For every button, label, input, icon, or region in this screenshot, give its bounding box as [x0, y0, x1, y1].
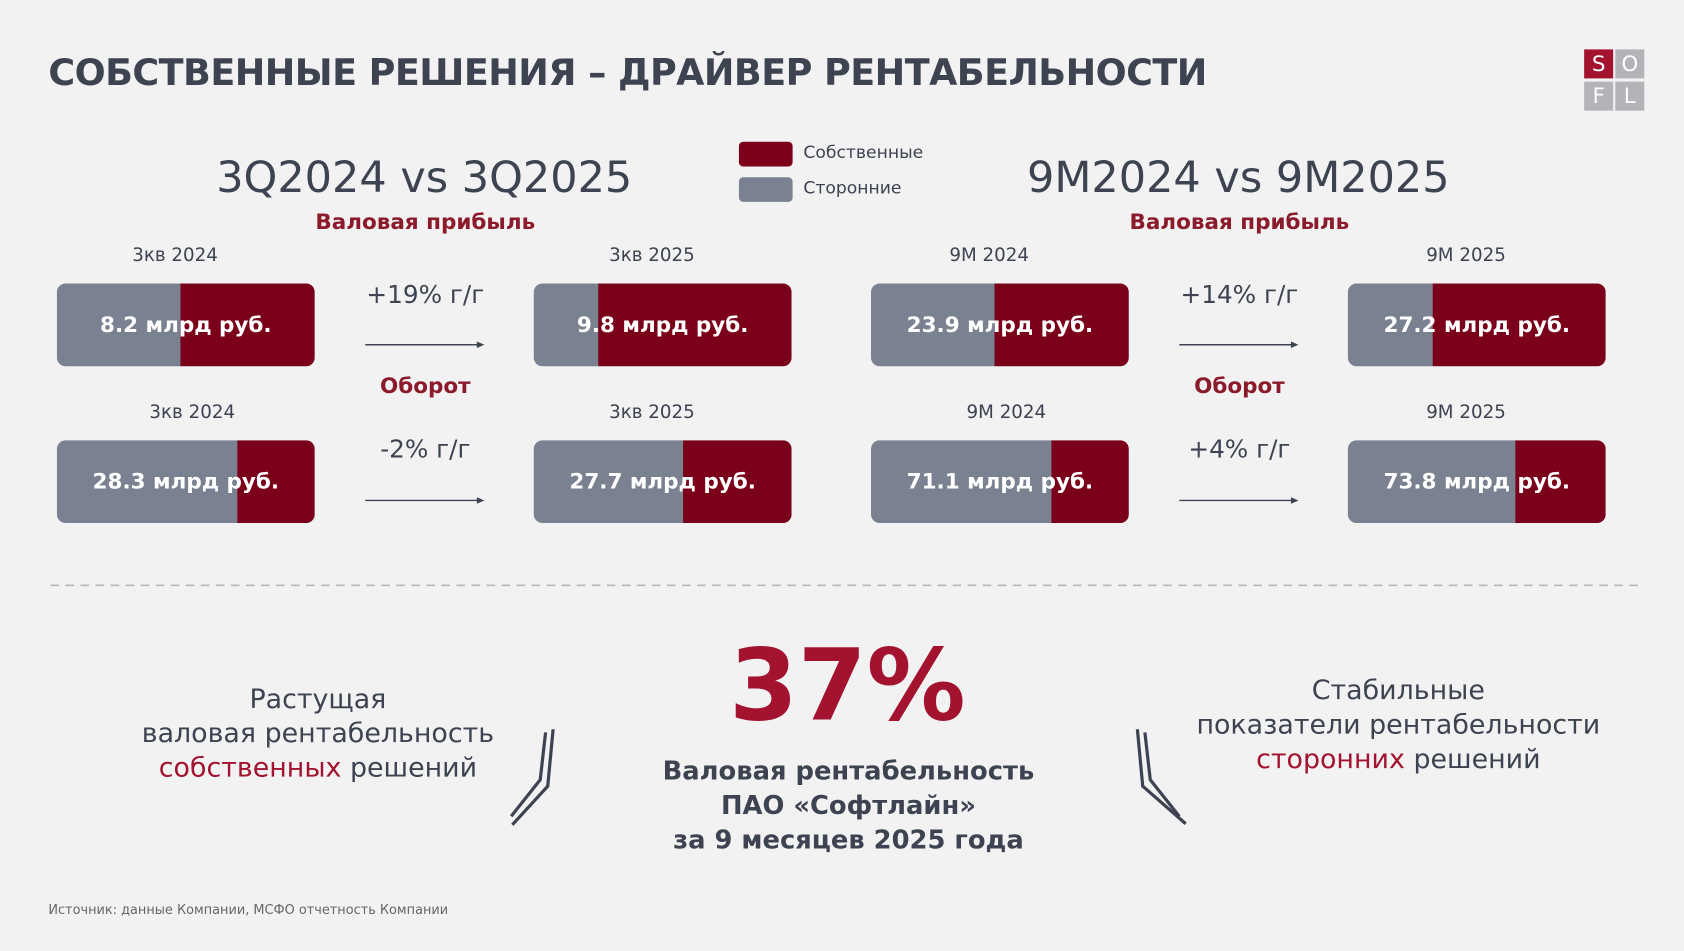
bar: 23.9 млрд руб.: [871, 283, 1129, 367]
bar-value: 9.8 млрд руб.: [576, 311, 749, 338]
own-share-segment: [1432, 283, 1606, 367]
arrow: [1179, 341, 1299, 348]
note-line: Стабильные: [1311, 674, 1485, 706]
caption-line: ПАО «Софтлайн»: [720, 790, 976, 821]
period-label: 9М 2024: [966, 401, 1047, 424]
metric-name: Валовая прибыль: [1129, 208, 1350, 235]
period-label: 9М 2024: [949, 244, 1029, 267]
own-share-segment: [237, 440, 315, 524]
period-label: 3кв 2024: [132, 244, 218, 267]
period-label: 9М 2025: [1426, 244, 1506, 267]
bar-value: 27.7 млрд руб.: [569, 468, 756, 495]
growth: +14% г/г: [1180, 281, 1299, 310]
legend-label: Сторонние: [803, 177, 902, 198]
own-share-segment: [598, 283, 792, 367]
bar-value: 23.9 млрд руб.: [906, 311, 1094, 338]
logo-letter: F: [1584, 81, 1614, 111]
growth: -2% г/г: [380, 436, 471, 464]
logo-letter: O: [1615, 49, 1645, 79]
right-note: Стабильные показатели рентабельности сто…: [1196, 673, 1600, 776]
own-share-segment: [1515, 440, 1606, 524]
note-line: Растущая: [249, 683, 387, 715]
arrow: [365, 341, 485, 348]
own-share-segment: [994, 283, 1129, 367]
note-line: валовая рентабельность: [141, 717, 495, 749]
note-accent: собственных: [158, 751, 342, 783]
metric-name: Оборот: [1194, 372, 1285, 399]
bar-value: 27.2 млрд руб.: [1383, 311, 1571, 338]
own-share-segment: [683, 440, 792, 524]
bar: 9.8 млрд руб.: [533, 283, 792, 367]
logo-letter: S: [1584, 49, 1614, 79]
own-share-segment: [1051, 440, 1129, 524]
bar: 8.2 млрд руб.: [56, 283, 315, 367]
note-line: решений: [349, 751, 478, 783]
panel-title: 3Q2024 vs 3Q2025: [216, 153, 633, 203]
metric-name: Оборот: [380, 372, 471, 399]
bar: 27.7 млрд руб.: [533, 440, 792, 524]
note-line: показатели рентабельности: [1196, 708, 1601, 740]
panel-title: 9M2024 vs 9M2025: [1027, 153, 1450, 203]
left-note: Растущая валовая рентабельность собствен…: [142, 682, 494, 785]
bar: 71.1 млрд руб.: [871, 440, 1129, 524]
bar-value: 28.3 млрд руб.: [92, 468, 280, 495]
arrow: [1179, 497, 1299, 504]
note-line: решений: [1413, 743, 1541, 775]
period-label: 3кв 2024: [149, 401, 236, 424]
legend-swatch: [738, 141, 793, 167]
highlight-caption: Валовая рентабельность ПАО «Софтлайн» за…: [663, 754, 1035, 857]
slide-title: СОБСТВЕННЫЕ РЕШЕНИЯ – ДРАЙВЕР РЕНТАБЕЛЬН…: [48, 51, 1207, 95]
legend-label: Собственные: [803, 141, 924, 163]
logo-letter: L: [1615, 81, 1645, 111]
own-share-segment: [180, 283, 315, 367]
metric-name: Валовая прибыль: [315, 208, 536, 235]
note-accent: сторонних: [1256, 743, 1405, 775]
growth: +19% г/г: [366, 281, 485, 310]
caption-line: Валовая рентабельность: [662, 756, 1035, 787]
source-note: Источник: данные Компании, МСФО отчетнос…: [48, 902, 449, 918]
period-label: 3кв 2025: [609, 244, 695, 267]
arrow: [365, 497, 485, 504]
bar-value: 73.8 млрд руб.: [1383, 468, 1571, 495]
bar-value: 8.2 млрд руб.: [100, 311, 272, 338]
bar-value: 71.1 млрд руб.: [906, 468, 1094, 495]
period-label: 3кв 2025: [609, 401, 695, 424]
bar: 73.8 млрд руб.: [1347, 440, 1606, 524]
bar: 28.3 млрд руб.: [56, 440, 315, 524]
period-label: 9М 2025: [1426, 401, 1506, 424]
caption-line: за 9 месяцев 2025 года: [673, 824, 1024, 855]
legend-swatch: [738, 177, 793, 202]
highlight-value: 37%: [729, 628, 966, 744]
bar: 27.2 млрд руб.: [1347, 283, 1606, 367]
growth: +4% г/г: [1188, 436, 1291, 464]
